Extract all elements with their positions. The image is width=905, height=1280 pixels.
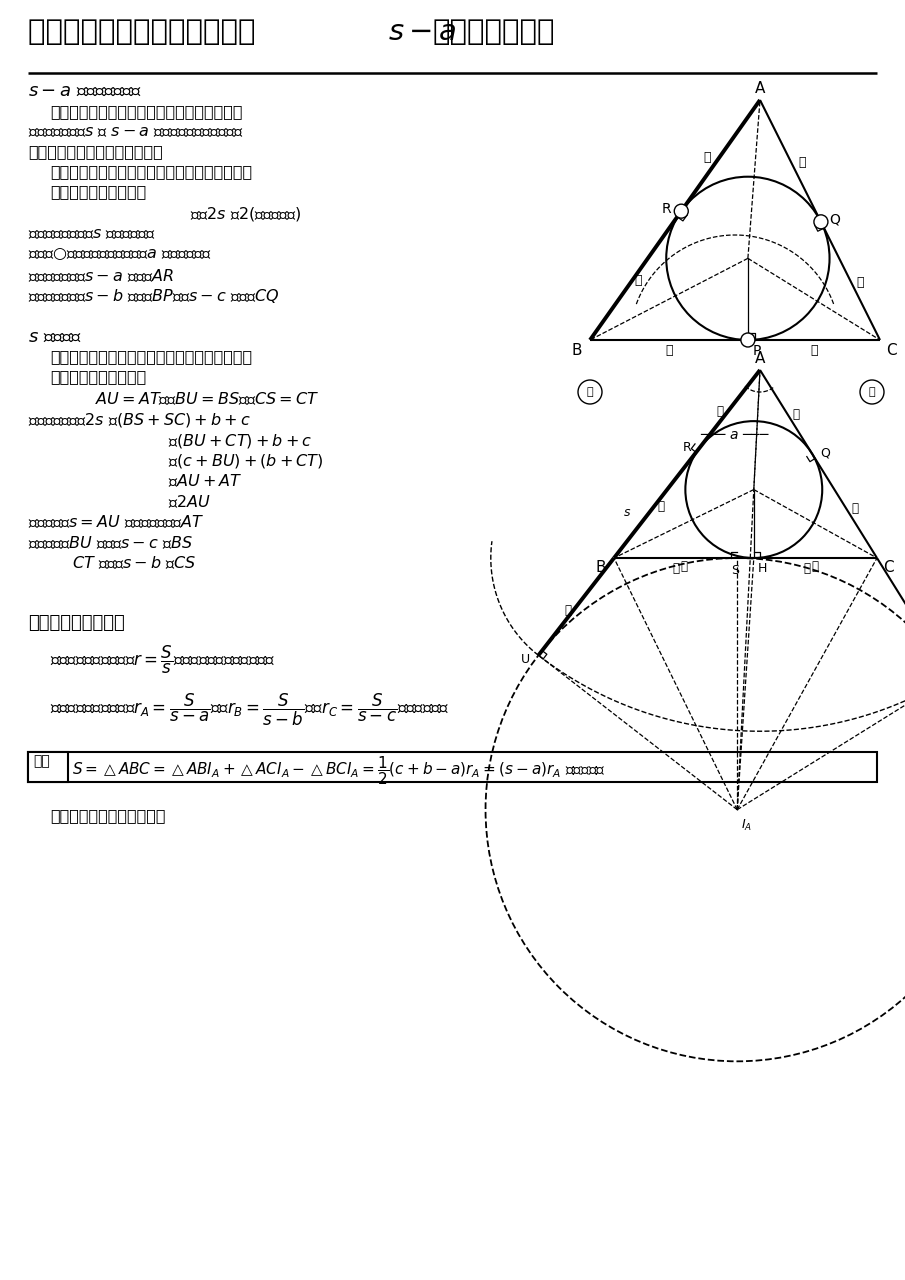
Text: う: う: [565, 604, 572, 617]
Text: H: H: [757, 562, 767, 575]
Text: 円外の点から引いた２本の接線の長さは等しい: 円外の点から引いた２本の接線の長さは等しい: [50, 164, 252, 179]
Text: ＝$AU+AT$: ＝$AU+AT$: [168, 472, 243, 489]
Text: い: い: [586, 387, 594, 397]
Circle shape: [674, 204, 689, 218]
Text: ゆえに　　$s=AU$ ＝あ＋い＋う＝$AT$: ゆえに $s=AU$ ＝あ＋い＋う＝$AT$: [28, 513, 204, 530]
Text: あ: あ: [717, 406, 723, 419]
Text: B: B: [595, 561, 606, 575]
Text: ＝$2AU$: ＝$2AU$: [168, 493, 211, 509]
Text: い: い: [681, 559, 688, 572]
Text: う: う: [851, 502, 858, 516]
Text: 引けば　　　　$s-a$ ＝あ＝$AR$: 引けば $s-a$ ＝あ＝$AR$: [28, 268, 174, 284]
Text: 内接円の半径は　　　$r=\dfrac{S}{s}$　　である。これは有名。: 内接円の半径は $r=\dfrac{S}{s}$ である。これは有名。: [50, 644, 275, 676]
Text: U: U: [521, 653, 530, 666]
Text: A: A: [755, 351, 766, 366]
Text: い: い: [634, 274, 642, 287]
Text: う: う: [869, 387, 875, 397]
Text: あ: あ: [799, 156, 806, 169]
Text: （肉団子の定理）から: （肉団子の定理）から: [50, 184, 147, 198]
Text: う: う: [672, 562, 679, 575]
Text: ヘロンの公式は，結構美しい形をしている。: ヘロンの公式は，結構美しい形をしている。: [50, 104, 243, 119]
Text: $s$ と傍接円: $s$ と傍接円: [28, 328, 82, 346]
Text: また　　　$BU$ ＝う＝$s-c$ ＝$BS$: また $BU$ ＝う＝$s-c$ ＝$BS$: [28, 534, 193, 550]
Text: 根号内の中身，$s$ や $s-a$ の図形的意味について，: 根号内の中身，$s$ や $s-a$ の図形的意味について，: [28, 124, 244, 140]
Text: 傍接円の半径の長さ: 傍接円の半径の長さ: [28, 614, 125, 632]
Text: ─── $a$ ───: ─── $a$ ───: [700, 428, 770, 442]
Text: $I_A$: $I_A$: [741, 818, 752, 833]
Text: ＝$(c+BU)+(b+CT)$: ＝$(c+BU)+(b+CT)$: [168, 452, 323, 470]
Text: $S=\triangle ABC=\triangle ABI_A+\triangle ACI_A-\triangle BCI_A=\dfrac{1}{2}(c+: $S=\triangle ABC=\triangle ABI_A+\triang…: [72, 754, 605, 787]
Text: 三角比３７　ヘロンの公式の: 三角比３７ ヘロンの公式の: [28, 18, 266, 46]
Text: い: い: [812, 559, 819, 572]
Text: Q: Q: [829, 212, 840, 227]
Text: $s-a$: $s-a$: [388, 18, 457, 46]
FancyBboxPatch shape: [28, 751, 68, 782]
Text: 右図の○印の付いた３つから「$a$ ＝い＋う」を: 右図の○印の付いた３つから「$a$ ＝い＋う」を: [28, 246, 212, 262]
Text: 証明: 証明: [33, 754, 50, 768]
Text: 周＝$2s$ ＝2(あ＋い＋う): 周＝$2s$ ＝2(あ＋い＋う): [190, 205, 301, 223]
Text: 円外の点から引いた２本の接線の長さは等しい: 円外の点から引いた２本の接線の長さは等しい: [50, 349, 252, 364]
Text: B: B: [571, 343, 582, 358]
Text: い: い: [665, 343, 672, 357]
Text: ぜひ，試してみてほしい。: ぜひ，試してみてほしい。: [50, 808, 166, 823]
Text: あ: あ: [793, 408, 799, 421]
Text: 傍接円の半径は　　　$r_A=\dfrac{S}{s-a}$，　$r_B=\dfrac{S}{s-b}$，　$r_C=\dfrac{S}{s-c}$　　である。: 傍接円の半径は $r_A=\dfrac{S}{s-a}$， $r_B=\dfra…: [50, 692, 450, 728]
Text: う: う: [804, 562, 811, 575]
Circle shape: [814, 215, 828, 229]
Text: S: S: [731, 564, 739, 577]
Text: Q: Q: [820, 447, 830, 460]
Text: C: C: [883, 561, 893, 575]
Text: い: い: [657, 500, 664, 513]
Text: $AU=AT$，　$BU=BS$，　$CS=CT$: $AU=AT$， $BU=BS$， $CS=CT$: [95, 390, 319, 407]
Text: 聞かれたことはないだろうか。: 聞かれたことはないだろうか。: [28, 143, 163, 159]
Text: A: A: [755, 81, 766, 96]
FancyBboxPatch shape: [28, 751, 877, 782]
Text: R: R: [683, 442, 691, 454]
Text: あ: あ: [703, 151, 710, 164]
Text: ＝$(BU+CT)+b+c$: ＝$(BU+CT)+b+c$: [168, 431, 312, 451]
Text: よって　　周＝$2s$ ＝$(BS+SC)+b+c$: よって 周＝$2s$ ＝$(BS+SC)+b+c$: [28, 411, 251, 429]
Circle shape: [578, 380, 602, 404]
Text: P: P: [753, 344, 761, 358]
Circle shape: [741, 333, 755, 347]
Text: $CT$ ＝い＝$s-b$ ＝$CS$: $CT$ ＝い＝$s-b$ ＝$CS$: [72, 554, 196, 571]
Text: （肉団子の定理）から: （肉団子の定理）から: [50, 369, 147, 384]
Text: すなわち　　　　$s$ ＝あ＋い＋う: すなわち $s$ ＝あ＋い＋う: [28, 227, 156, 241]
Text: う: う: [810, 343, 818, 357]
Text: って何ですか？: って何ですか？: [433, 18, 556, 46]
Text: $s$: $s$: [623, 506, 631, 520]
Text: R: R: [662, 202, 672, 216]
Text: 同様にして　　$s-b$ ＝い＝$BP$，　$s-c$ ＝う＝$CQ$: 同様にして $s-b$ ＝い＝$BP$， $s-c$ ＝う＝$CQ$: [28, 287, 280, 305]
Text: う: う: [857, 276, 864, 289]
Text: C: C: [886, 343, 897, 358]
Circle shape: [860, 380, 884, 404]
Text: $s-a$ って何ですか？: $s-a$ って何ですか？: [28, 82, 142, 100]
